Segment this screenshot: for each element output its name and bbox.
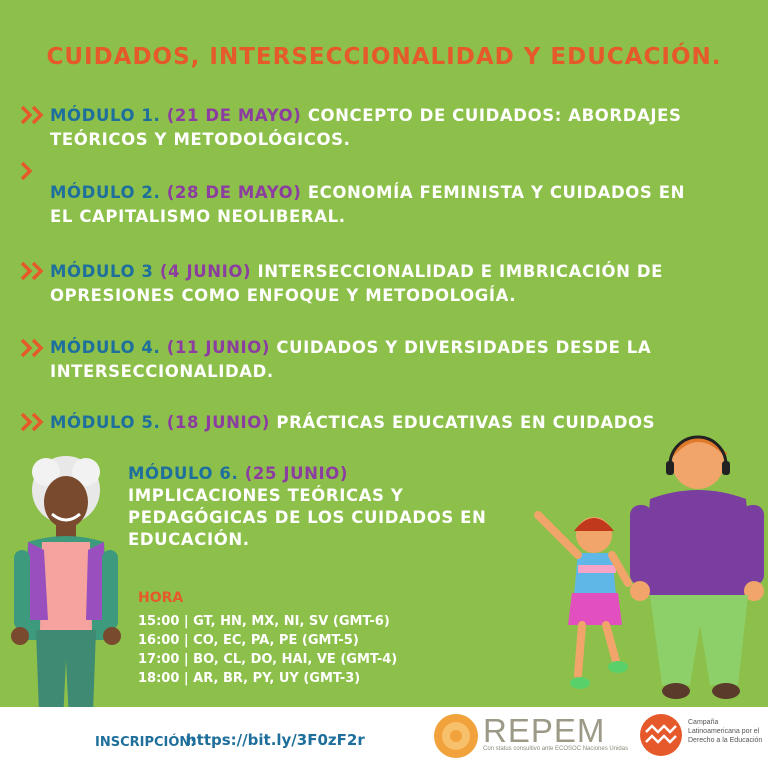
module-label: MÓDULO 6. xyxy=(128,464,239,483)
module-date: (11 JUNIO) xyxy=(166,338,271,357)
module-date: (21 DE MAYO) xyxy=(166,106,302,125)
module-6: MÓDULO 6. (25 JUNIO) IMPLICACIONES TEÓRI… xyxy=(128,463,488,551)
module-5: MÓDULO 5. (18 JUNIO) PRÁCTICAS EDUCATIVA… xyxy=(50,411,690,435)
module-text: INTERSECCIONALIDAD E IMBRICACIÓN DE OPRE… xyxy=(50,262,664,305)
module-date: (28 DE MAYO) xyxy=(166,183,302,202)
schedule-line: 18:00 | AR, BR, PY, UY (GMT-3) xyxy=(138,671,361,686)
module-text: CONCEPTO DE CUIDADOS: ABORDAJES TEÓRICOS… xyxy=(50,106,682,149)
page-title: CUIDADOS, INTERSECCIONALIDAD Y EDUCACIÓN… xyxy=(46,44,722,70)
module-4: MÓDULO 4. (11 JUNIO) CUIDADOS Y DIVERSID… xyxy=(50,336,690,384)
schedule-line: 16:00 | CO, EC, PA, PE (GMT-5) xyxy=(138,633,359,648)
footer-bar xyxy=(0,707,768,768)
module-date: (25 JUNIO) xyxy=(244,464,349,483)
repem-subtitle: Con status consultivo ante ECOSOC Nacion… xyxy=(483,746,629,752)
module-label: MÓDULO 3 xyxy=(50,262,154,281)
schedule-list: 15:00 | GT, HN, MX, NI, SV (GMT-6) 16:00… xyxy=(138,612,438,688)
module-label: MÓDULO 2. xyxy=(50,183,161,202)
campaign-name: Campaña Latinoamericana por el Derecho a… xyxy=(688,719,763,744)
double-chevron-icon xyxy=(20,261,44,281)
inscripcion-label: INSCRIPCIÓN: xyxy=(95,735,196,750)
campaign-logo-icon xyxy=(640,714,682,756)
repem-logo-icon xyxy=(434,714,478,758)
module-text: IMPLICACIONES TEÓRICAS Y PEDAGÓGICAS DE … xyxy=(128,486,487,549)
module-date: (4 JUNIO) xyxy=(159,262,252,281)
module-text: ECONOMÍA FEMINISTA Y CUIDADOS EN EL CAPI… xyxy=(50,183,685,226)
elderly-woman-illustration xyxy=(11,456,121,759)
module-1: MÓDULO 1. (21 DE MAYO) CONCEPTO DE CUIDA… xyxy=(50,104,690,152)
double-chevron-icon xyxy=(20,105,44,125)
schedule-line: 15:00 | GT, HN, MX, NI, SV (GMT-6) xyxy=(138,614,390,629)
hora-title: HORA xyxy=(138,590,184,606)
schedule-line: 17:00 | BO, CL, DO, HAI, VE (GMT-4) xyxy=(138,652,398,667)
module-date: (18 JUNIO) xyxy=(166,413,271,432)
module-3: MÓDULO 3 (4 JUNIO) INTERSECCIONALIDAD E … xyxy=(50,260,690,308)
module-2: MÓDULO 2. (28 DE MAYO) ECONOMÍA FEMINIST… xyxy=(50,181,690,229)
double-chevron-icon xyxy=(20,412,44,432)
module-text: CUIDADOS Y DIVERSIDADES DESDE LA INTERSE… xyxy=(50,338,652,381)
repem-name: REPEM xyxy=(483,712,606,749)
module-label: MÓDULO 5. xyxy=(50,413,161,432)
chevron-icon xyxy=(20,161,33,181)
module-text: PRÁCTICAS EDUCATIVAS EN CUIDADOS xyxy=(276,413,656,432)
module-label: MÓDULO 4. xyxy=(50,338,161,357)
inscripcion-link[interactable]: https://bit.ly/3F0zF2r xyxy=(186,731,365,749)
double-chevron-icon xyxy=(20,338,44,358)
child-and-man-illustration xyxy=(534,435,764,699)
module-label: MÓDULO 1. xyxy=(50,106,161,125)
